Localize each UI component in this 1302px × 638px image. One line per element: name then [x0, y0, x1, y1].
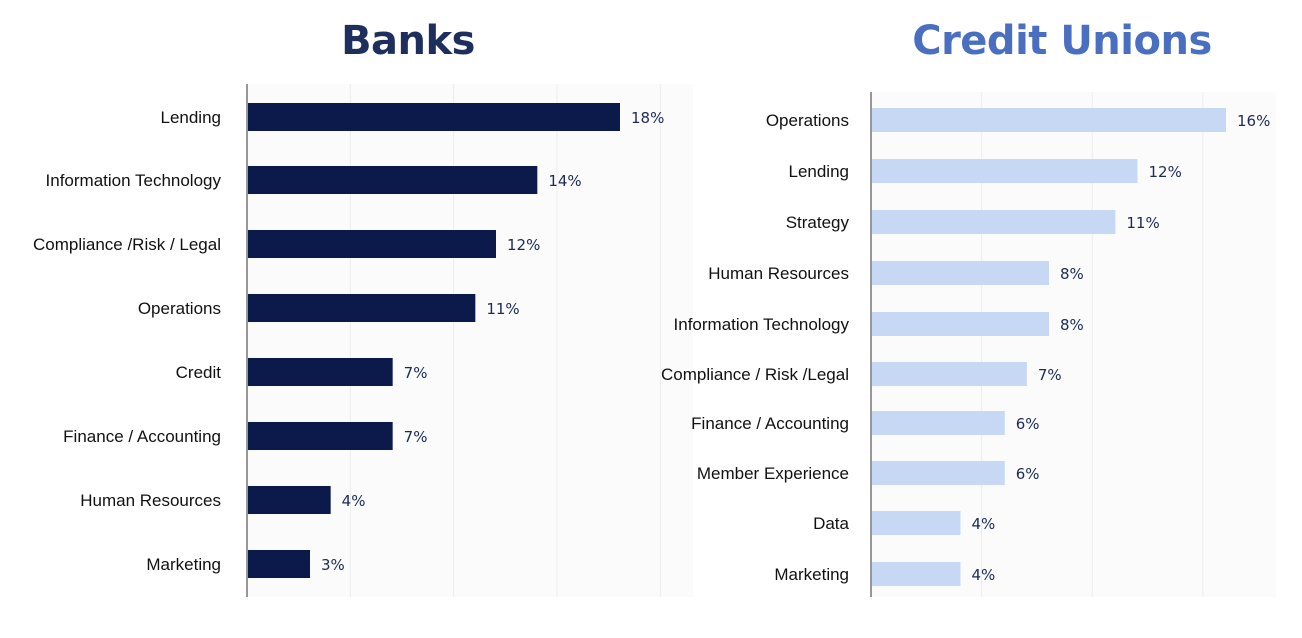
category-label-1: Information Technology [46, 171, 222, 190]
category-label-7: Marketing [146, 555, 221, 574]
value-label-4: 7% [404, 364, 428, 382]
bar-8 [872, 511, 961, 535]
credit-unions-chart: Operations 16% Lending 12% Strategy 11% Human … [661, 92, 1276, 597]
value-label-0: 18% [631, 109, 664, 127]
credit-unions-chart-title: Credit Unions [912, 18, 1212, 64]
bar-5 [872, 362, 1027, 386]
bar-3 [872, 261, 1049, 285]
bar-1 [248, 166, 538, 194]
bar-0 [248, 103, 620, 131]
category-label-2: Strategy [786, 213, 850, 232]
value-label-5: 7% [404, 428, 428, 446]
category-label-0: Operations [766, 111, 849, 130]
value-label-2: 11% [1126, 214, 1159, 232]
value-label-1: 14% [548, 172, 581, 190]
category-label-1: Lending [788, 162, 849, 181]
bar-7 [872, 461, 1005, 485]
bar-1 [872, 159, 1138, 183]
value-label-3: 8% [1060, 265, 1084, 283]
bar-6 [248, 486, 331, 514]
banks-chart: Lending 18% Information Technology 14% Compl… [33, 84, 693, 597]
bar-3 [248, 294, 476, 322]
category-label-5: Finance / Accounting [63, 427, 221, 446]
value-label-8: 4% [972, 515, 996, 533]
category-label-3: Operations [138, 299, 221, 318]
category-label-3: Human Resources [708, 264, 849, 283]
bar-0 [872, 108, 1226, 132]
bar-2 [248, 230, 496, 258]
bar-4 [872, 312, 1049, 336]
category-label-6: Human Resources [80, 491, 221, 510]
category-label-6: Finance / Accounting [691, 414, 849, 433]
bar-2 [872, 210, 1116, 234]
value-label-7: 6% [1016, 465, 1040, 483]
value-label-5: 7% [1038, 366, 1062, 384]
category-label-4: Credit [176, 363, 222, 382]
value-label-7: 3% [321, 556, 345, 574]
bar-7 [248, 550, 310, 578]
category-label-4: Information Technology [674, 315, 850, 334]
value-label-9: 4% [972, 566, 996, 584]
value-label-2: 12% [507, 236, 540, 254]
category-label-2: Compliance /Risk / Legal [33, 235, 221, 254]
bar-9 [872, 562, 961, 586]
value-label-6: 6% [1016, 415, 1040, 433]
value-label-3: 11% [486, 300, 519, 318]
category-label-9: Marketing [774, 565, 849, 584]
value-label-6: 4% [342, 492, 366, 510]
plot-area [247, 84, 693, 597]
bar-6 [872, 411, 1005, 435]
value-label-0: 16% [1237, 112, 1270, 130]
banks-chart-title: Banks [341, 18, 475, 64]
category-label-8: Data [813, 514, 849, 533]
category-label-0: Lending [160, 108, 221, 127]
bar-4 [248, 358, 393, 386]
category-label-5: Compliance / Risk /Legal [661, 365, 849, 384]
value-label-4: 8% [1060, 316, 1084, 334]
category-label-7: Member Experience [697, 464, 849, 483]
bar-5 [248, 422, 393, 450]
value-label-1: 12% [1149, 163, 1182, 181]
